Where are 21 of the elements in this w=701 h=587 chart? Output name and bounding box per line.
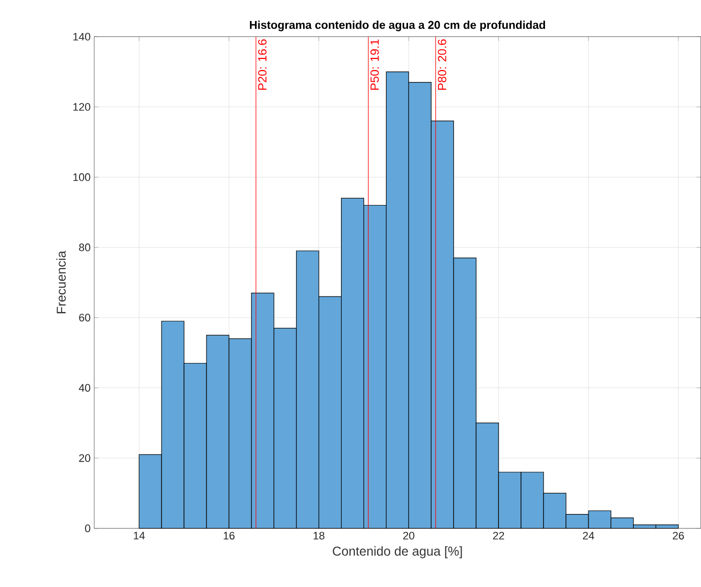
y-tick-label: 120 [73,103,90,111]
x-axis-title: Contenido de agua [%] [332,546,462,558]
y-tick-label: 140 [73,32,90,41]
ref-line-label: P50: 19.1 [370,40,379,90]
chart-title: Histograma contenido de agua a 20 cm de profundidad [250,20,546,32]
y-tick-label: 80 [79,244,90,252]
y-tick-label: 100 [73,173,90,182]
ref-line-label: P20: 16.6 [258,39,267,90]
x-tick-label: 20 [403,532,414,540]
x-tick-label: 16 [224,532,235,540]
y-tick-label: 60 [79,314,90,322]
y-axis-title: Frecuencia [56,250,66,314]
y-tick-label: 40 [78,384,90,392]
x-tick-label: 24 [582,532,594,540]
x-tick-label: 26 [672,532,684,540]
x-tick-label: 18 [314,532,324,540]
x-tick-label: 22 [493,532,504,540]
ref-line-label: P80: 20.6 [438,39,446,90]
x-tick-label: 14 [134,532,145,540]
y-tick-label: 20 [79,454,90,462]
y-tick-label: 0 [85,524,90,532]
